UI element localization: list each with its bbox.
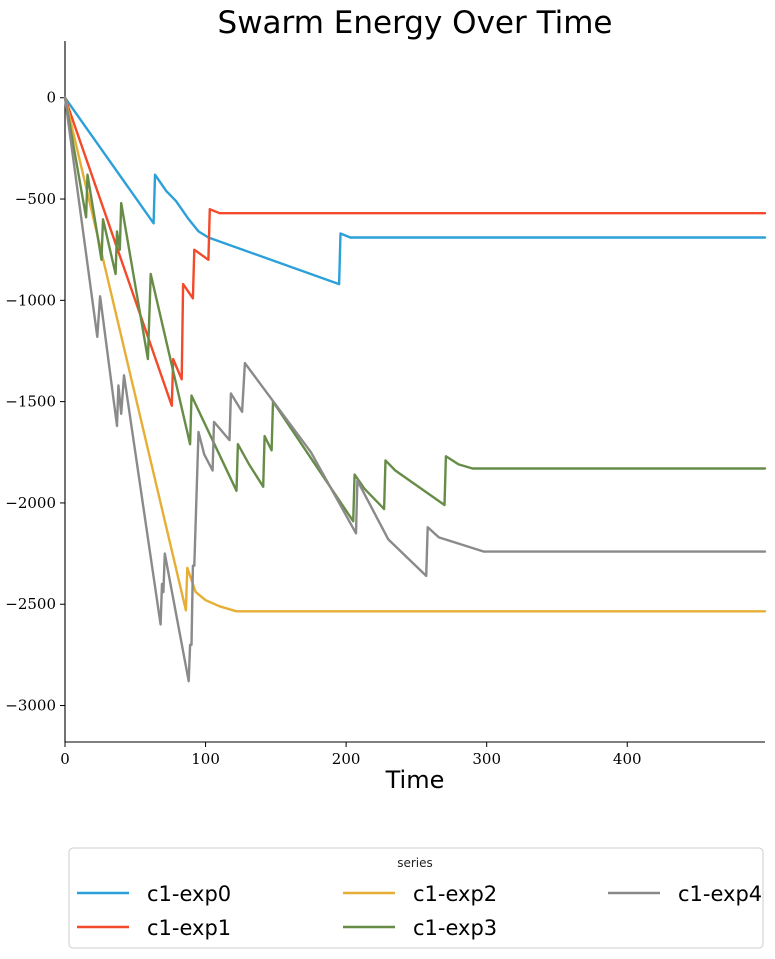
legend-label: c1-exp1: [147, 916, 231, 940]
chart-title: Swarm Energy Over Time: [218, 5, 613, 41]
y-tick-label: −1500: [5, 393, 56, 411]
x-axis-ticks: 0 100 200 300 400: [60, 742, 642, 768]
y-tick-label: 0: [46, 89, 56, 107]
legend-frame: [68, 847, 764, 949]
x-tick-label: 100: [191, 750, 220, 768]
series-line-c1-exp2: [63, 96, 767, 613]
x-tick-label: 400: [613, 750, 642, 768]
series-line-c1-exp3: [63, 96, 767, 523]
y-tick-label: −3000: [5, 697, 56, 715]
y-tick-label: −500: [15, 190, 56, 208]
legend-title: series: [397, 856, 433, 870]
y-tick-label: −2000: [5, 494, 56, 512]
y-tick-label: −2500: [5, 595, 56, 613]
y-tick-label: −1000: [5, 291, 56, 309]
plot-area: 0 −500 −1000 −1500 −2000 −2500 −3000 0 100 200 30…: [5, 41, 767, 768]
x-axis-label: Time: [385, 766, 445, 794]
legend-label: c1-exp4: [678, 882, 762, 906]
x-tick-label: 200: [332, 750, 361, 768]
legend-label: c1-exp0: [147, 882, 231, 906]
x-tick-label: 0: [60, 750, 70, 768]
series-line-c1-exp4: [63, 96, 767, 683]
series-line-c1-exp1: [63, 96, 767, 407]
legend-entries: c1-exp0 c1-exp1 c1-exp2 c1-exp3 c1-exp4: [77, 882, 762, 940]
x-tick-label: 300: [472, 750, 501, 768]
series-lines: [63, 96, 767, 683]
legend-label: c1-exp2: [413, 882, 497, 906]
y-axis-ticks: 0 −500 −1000 −1500 −2000 −2500 −3000: [5, 89, 65, 715]
legend-label: c1-exp3: [413, 916, 497, 940]
legend: series c1-exp0c1-exp1c1-exp2c1-exp3c1-ex…: [68, 847, 764, 949]
series-line-c1-exp0: [63, 96, 767, 286]
